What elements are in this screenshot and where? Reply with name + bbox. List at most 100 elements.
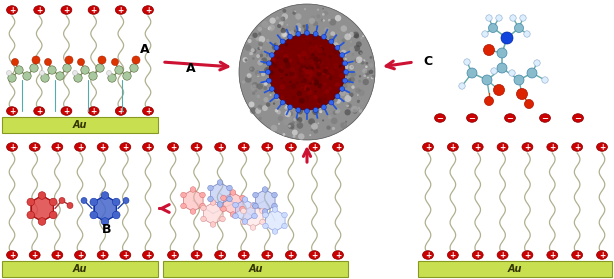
Circle shape	[296, 73, 298, 76]
Circle shape	[310, 77, 314, 81]
Circle shape	[274, 94, 279, 99]
Circle shape	[330, 45, 335, 49]
Circle shape	[292, 11, 296, 15]
Circle shape	[306, 90, 312, 95]
Circle shape	[308, 65, 311, 69]
Circle shape	[261, 72, 265, 76]
Text: +: +	[425, 143, 431, 152]
Circle shape	[309, 18, 315, 24]
Circle shape	[346, 93, 349, 96]
Circle shape	[274, 59, 278, 63]
Polygon shape	[236, 199, 255, 222]
Circle shape	[326, 55, 333, 62]
Circle shape	[303, 67, 308, 71]
Text: +: +	[118, 107, 124, 116]
Circle shape	[287, 65, 292, 69]
Circle shape	[282, 28, 284, 30]
Text: B: B	[102, 223, 112, 236]
Circle shape	[336, 109, 340, 113]
Circle shape	[308, 66, 313, 71]
Circle shape	[313, 94, 316, 97]
Circle shape	[281, 52, 285, 56]
Circle shape	[264, 80, 269, 85]
Circle shape	[301, 61, 306, 66]
Circle shape	[302, 71, 305, 74]
Circle shape	[321, 93, 323, 95]
Circle shape	[309, 97, 311, 100]
Text: C: C	[423, 55, 432, 68]
Circle shape	[311, 58, 318, 65]
Text: +: +	[122, 143, 128, 152]
Circle shape	[242, 80, 245, 84]
Circle shape	[314, 61, 320, 66]
Text: +: +	[9, 107, 15, 116]
Circle shape	[41, 74, 49, 82]
Circle shape	[201, 205, 206, 211]
Circle shape	[249, 102, 255, 107]
Ellipse shape	[505, 114, 516, 122]
Circle shape	[332, 62, 335, 65]
Circle shape	[291, 88, 293, 90]
Ellipse shape	[286, 251, 297, 259]
Circle shape	[297, 65, 300, 69]
Circle shape	[295, 68, 298, 71]
Circle shape	[359, 90, 365, 96]
Circle shape	[310, 44, 314, 47]
Circle shape	[304, 68, 309, 73]
Text: A: A	[186, 62, 196, 75]
Text: −: −	[542, 114, 548, 123]
Ellipse shape	[238, 251, 249, 259]
Circle shape	[344, 33, 351, 40]
Circle shape	[292, 92, 298, 98]
Ellipse shape	[88, 107, 99, 115]
Circle shape	[351, 106, 358, 113]
Circle shape	[321, 101, 325, 105]
Circle shape	[306, 92, 311, 98]
Circle shape	[524, 31, 530, 37]
Circle shape	[315, 66, 319, 69]
Ellipse shape	[435, 114, 446, 122]
Circle shape	[279, 76, 286, 83]
Circle shape	[344, 95, 351, 102]
Text: +: +	[54, 143, 60, 152]
Circle shape	[296, 23, 301, 28]
Circle shape	[297, 27, 301, 32]
Circle shape	[308, 66, 312, 71]
Circle shape	[306, 88, 309, 93]
Circle shape	[486, 15, 492, 21]
Circle shape	[334, 64, 336, 66]
Circle shape	[89, 72, 97, 80]
Circle shape	[312, 57, 318, 63]
Circle shape	[200, 192, 205, 198]
Circle shape	[289, 85, 295, 92]
Circle shape	[281, 66, 286, 71]
Circle shape	[287, 85, 293, 92]
Circle shape	[308, 71, 313, 75]
Ellipse shape	[333, 143, 343, 151]
Circle shape	[296, 55, 300, 59]
Circle shape	[352, 32, 359, 38]
Ellipse shape	[597, 251, 607, 259]
Circle shape	[336, 86, 341, 91]
Circle shape	[298, 85, 303, 89]
Circle shape	[309, 42, 312, 44]
Circle shape	[278, 116, 283, 121]
Text: +: +	[475, 143, 481, 152]
Circle shape	[247, 73, 252, 78]
Circle shape	[330, 31, 335, 36]
Ellipse shape	[309, 251, 320, 259]
Circle shape	[220, 195, 227, 201]
Ellipse shape	[34, 6, 45, 14]
Circle shape	[305, 72, 308, 74]
Circle shape	[313, 45, 316, 49]
Circle shape	[282, 71, 287, 76]
Circle shape	[370, 56, 373, 59]
Circle shape	[287, 105, 293, 110]
Circle shape	[276, 42, 280, 47]
Polygon shape	[223, 193, 243, 215]
Circle shape	[305, 55, 309, 59]
Circle shape	[239, 206, 246, 212]
Circle shape	[292, 67, 296, 71]
Ellipse shape	[52, 143, 63, 151]
Circle shape	[312, 81, 318, 88]
